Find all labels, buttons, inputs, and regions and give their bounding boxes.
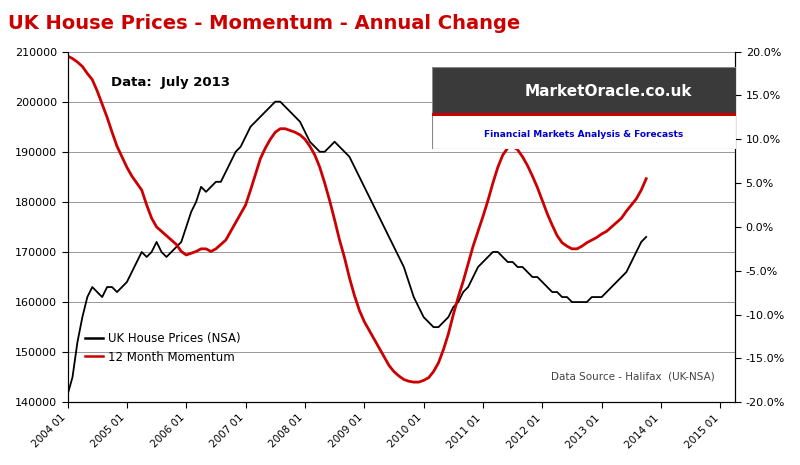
Text: MarketOracle.co.uk: MarketOracle.co.uk [525, 84, 692, 100]
UK House Prices (NSA) [513, 264, 522, 270]
UK House Prices (NSA) [468, 274, 478, 280]
Text: Financial Markets Analysis & Forecasts: Financial Markets Analysis & Forecasts [484, 130, 684, 139]
Bar [432, 115, 736, 149]
Line: 12 Month Momentum: 12 Month Momentum [67, 56, 646, 382]
UK House Prices (NSA) [127, 269, 137, 275]
12 Month Momentum [127, 173, 137, 179]
12 Month Momentum [409, 379, 418, 385]
Text: Data:  July 2013: Data: July 2013 [111, 76, 230, 89]
12 Month Momentum [62, 53, 72, 59]
12 Month Momentum [642, 176, 651, 181]
Legend: UK House Prices (NSA), 12 Month Momentum: UK House Prices (NSA), 12 Month Momentum [80, 327, 246, 368]
Line: UK House Prices (NSA): UK House Prices (NSA) [67, 102, 646, 395]
12 Month Momentum [182, 252, 191, 258]
12 Month Momentum [468, 243, 478, 249]
Bar [432, 67, 736, 115]
UK House Prices (NSA) [522, 269, 532, 275]
UK House Prices (NSA) [261, 109, 270, 114]
UK House Prices (NSA) [270, 99, 280, 105]
Text: UK House Prices - Momentum - Annual Change: UK House Prices - Momentum - Annual Chan… [8, 14, 520, 33]
Text: Data Source - Halifax  (UK-NSA): Data Source - Halifax (UK-NSA) [551, 371, 715, 381]
12 Month Momentum [261, 145, 270, 151]
12 Month Momentum [513, 147, 522, 153]
UK House Prices (NSA) [182, 224, 191, 230]
Bar [432, 113, 736, 116]
12 Month Momentum [522, 163, 532, 168]
UK House Prices (NSA) [62, 392, 72, 398]
UK House Prices (NSA) [642, 234, 651, 240]
